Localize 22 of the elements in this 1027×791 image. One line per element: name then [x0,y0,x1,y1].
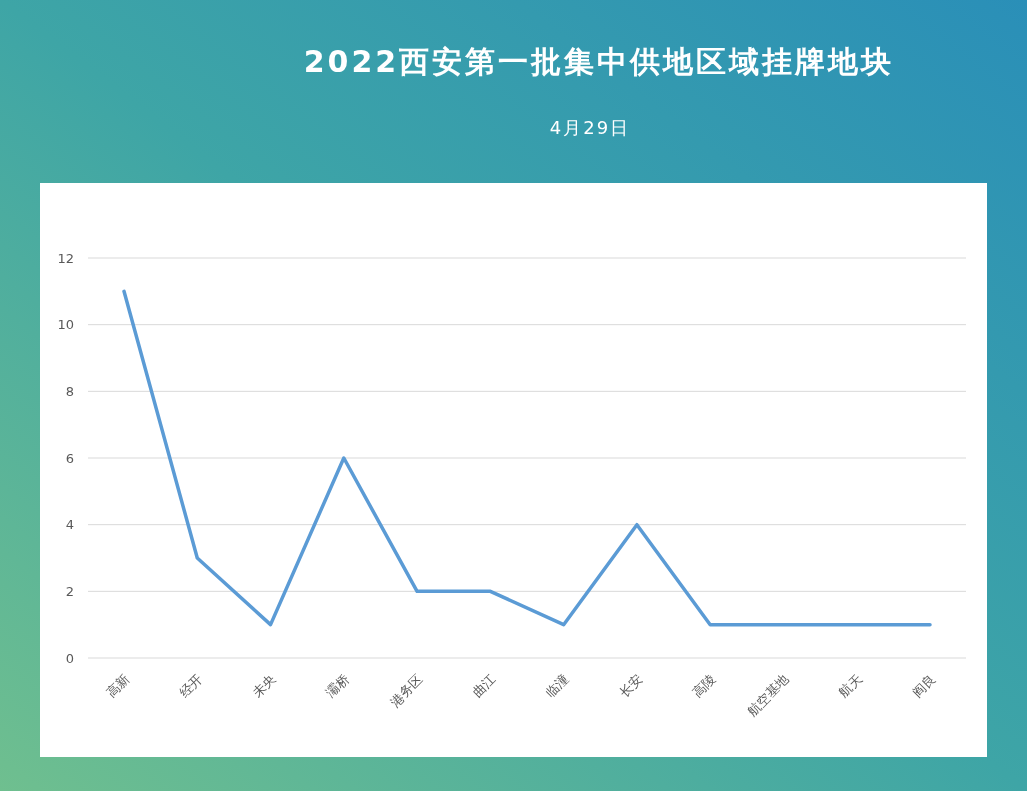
y-tick-label: 2 [65,583,74,599]
x-tick-label: 灞桥 [322,671,352,701]
x-tick-label: 未央 [249,671,279,701]
x-tick-label: 阎良 [909,671,939,701]
chart-subtitle: 4月29日 [549,117,631,138]
y-tick-label: 4 [65,517,74,533]
x-tick-label: 经开 [176,671,206,701]
x-tick-label: 高新 [103,671,133,701]
x-tick-label: 曲江 [469,671,499,701]
x-tick-label: 高陵 [689,671,719,701]
y-tick-label: 8 [65,383,74,399]
x-tick-label: 港务区 [387,671,426,710]
y-tick-label: 10 [57,317,74,333]
x-tick-label: 临潼 [542,671,572,701]
y-tick-label: 12 [57,250,74,266]
line-series [122,289,932,627]
y-tick-label: 0 [65,650,74,666]
y-tick-label: 6 [65,450,74,466]
x-tick-label: 长安 [616,671,646,701]
x-tick-label: 航空基地 [744,671,792,719]
chart-title: 2022西安第一批集中供地区域挂牌地块 [303,44,895,79]
x-tick-label: 航天 [835,671,865,701]
